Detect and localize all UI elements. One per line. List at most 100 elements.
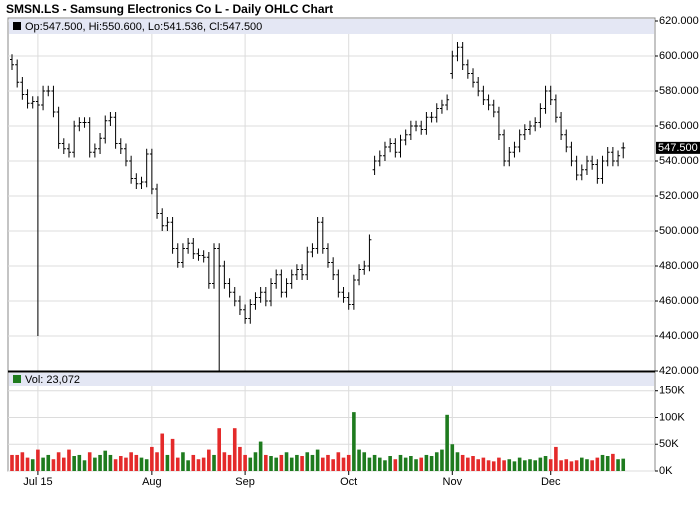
volume-bar — [186, 460, 190, 471]
volume-bar — [67, 449, 71, 471]
volume-bar — [20, 452, 25, 471]
volume-bar — [36, 449, 40, 471]
volume-bar — [445, 414, 449, 471]
volume-bar — [466, 457, 470, 471]
y-tick-label: 500.000 — [659, 225, 699, 237]
volume-bar — [82, 460, 87, 471]
volume-bar — [476, 459, 480, 471]
y-tick-label: 150K — [659, 385, 685, 397]
volume-legend-band — [9, 373, 654, 386]
volume-bar — [471, 456, 475, 471]
volume-bar — [258, 441, 263, 471]
volume-bar — [269, 456, 273, 471]
volume-bar — [150, 446, 154, 471]
y-tick-label: 0K — [659, 465, 673, 477]
y-tick-label: 580.000 — [659, 85, 699, 97]
volume-bar — [264, 454, 268, 471]
volume-bar — [543, 456, 548, 471]
y-tick-label: 520.000 — [659, 190, 699, 202]
volume-bar — [295, 454, 299, 471]
volume-bar — [383, 460, 387, 471]
volume-bar — [554, 446, 558, 471]
volume-bar — [559, 460, 563, 471]
volume-bar — [232, 428, 237, 471]
volume-bar — [243, 454, 247, 471]
volume-bar — [460, 454, 465, 471]
volume-bar — [548, 459, 553, 471]
volume-swatch — [13, 375, 21, 383]
volume-bar — [15, 454, 19, 471]
volume-bar — [455, 452, 460, 471]
volume-bar — [429, 456, 434, 471]
volume-bar — [398, 454, 403, 471]
volume-bar — [238, 446, 242, 471]
volume-bar — [289, 457, 294, 471]
ohlc-legend: Op:547.500, Hi:550.600, Lo:541.536, Cl:5… — [25, 21, 262, 33]
x-tick-label: Aug — [142, 476, 162, 488]
x-tick-label: Oct — [340, 476, 357, 488]
volume-bar — [424, 454, 429, 471]
x-tick-label: Dec — [541, 476, 561, 488]
volume-bar — [113, 459, 118, 471]
volume-bar — [305, 452, 310, 471]
volume-bar — [300, 456, 304, 471]
volume-bar — [93, 457, 97, 471]
volume-legend: Vol: 23,072 — [25, 374, 80, 386]
legend-band — [9, 19, 654, 34]
volume-bar — [310, 454, 315, 471]
y-tick-label: 600.000 — [659, 50, 699, 62]
volume-bar — [357, 449, 361, 471]
volume-bar — [160, 433, 165, 471]
volume-bar — [227, 454, 232, 471]
volume-bar — [403, 457, 408, 471]
volume-bar — [564, 459, 569, 471]
last-price-label: 547.500 — [658, 142, 698, 154]
volume-bar — [336, 452, 341, 471]
volume-bar — [170, 438, 175, 471]
y-tick-label: 560.000 — [659, 120, 699, 132]
volume-bar — [56, 452, 61, 471]
volume-bar — [362, 452, 367, 471]
volume-bar — [605, 456, 610, 471]
x-tick-label: Jul 15 — [23, 476, 52, 488]
volume-bar — [481, 457, 486, 471]
volume-bar — [207, 449, 211, 471]
y-tick-label: 100K — [659, 411, 685, 423]
volume-bar — [440, 449, 444, 471]
volume-bar — [30, 459, 35, 471]
volume-bar — [512, 461, 517, 471]
volume-bar — [352, 412, 356, 471]
volume-bar — [523, 460, 527, 471]
volume-bar — [590, 460, 594, 471]
volume-bar — [274, 457, 278, 471]
volume-bar — [377, 457, 382, 471]
chart-title: SMSN.LS - Samsung Electronics Co L - Dai… — [6, 2, 333, 16]
volume-bar — [46, 454, 51, 471]
volume-bar — [585, 459, 589, 471]
volume-bar — [118, 456, 123, 471]
volume-bar — [434, 452, 439, 471]
volume-bar — [165, 454, 170, 471]
volume-bar — [191, 454, 196, 471]
volume-bar — [175, 457, 180, 471]
volume-bar — [341, 457, 346, 471]
volume-bar — [388, 456, 392, 471]
volume-bar — [139, 457, 144, 471]
volume-bar — [196, 459, 201, 471]
y-tick-label: 460.000 — [659, 295, 699, 307]
y-tick-label: 540.000 — [659, 155, 699, 167]
volume-bar — [41, 457, 45, 471]
volume-bar — [600, 454, 605, 471]
volume-bar — [326, 454, 330, 471]
volume-bar — [51, 459, 56, 471]
volume-bar — [486, 460, 491, 471]
volume-bar — [533, 460, 537, 471]
volume-bar — [87, 452, 92, 471]
volume-bar — [528, 459, 532, 471]
volume-bar — [502, 460, 506, 471]
volume-bar — [10, 454, 14, 471]
volume-bar — [538, 457, 543, 471]
volume-bar — [134, 454, 139, 471]
volume-bar — [616, 459, 620, 471]
volume-bar — [419, 457, 424, 471]
